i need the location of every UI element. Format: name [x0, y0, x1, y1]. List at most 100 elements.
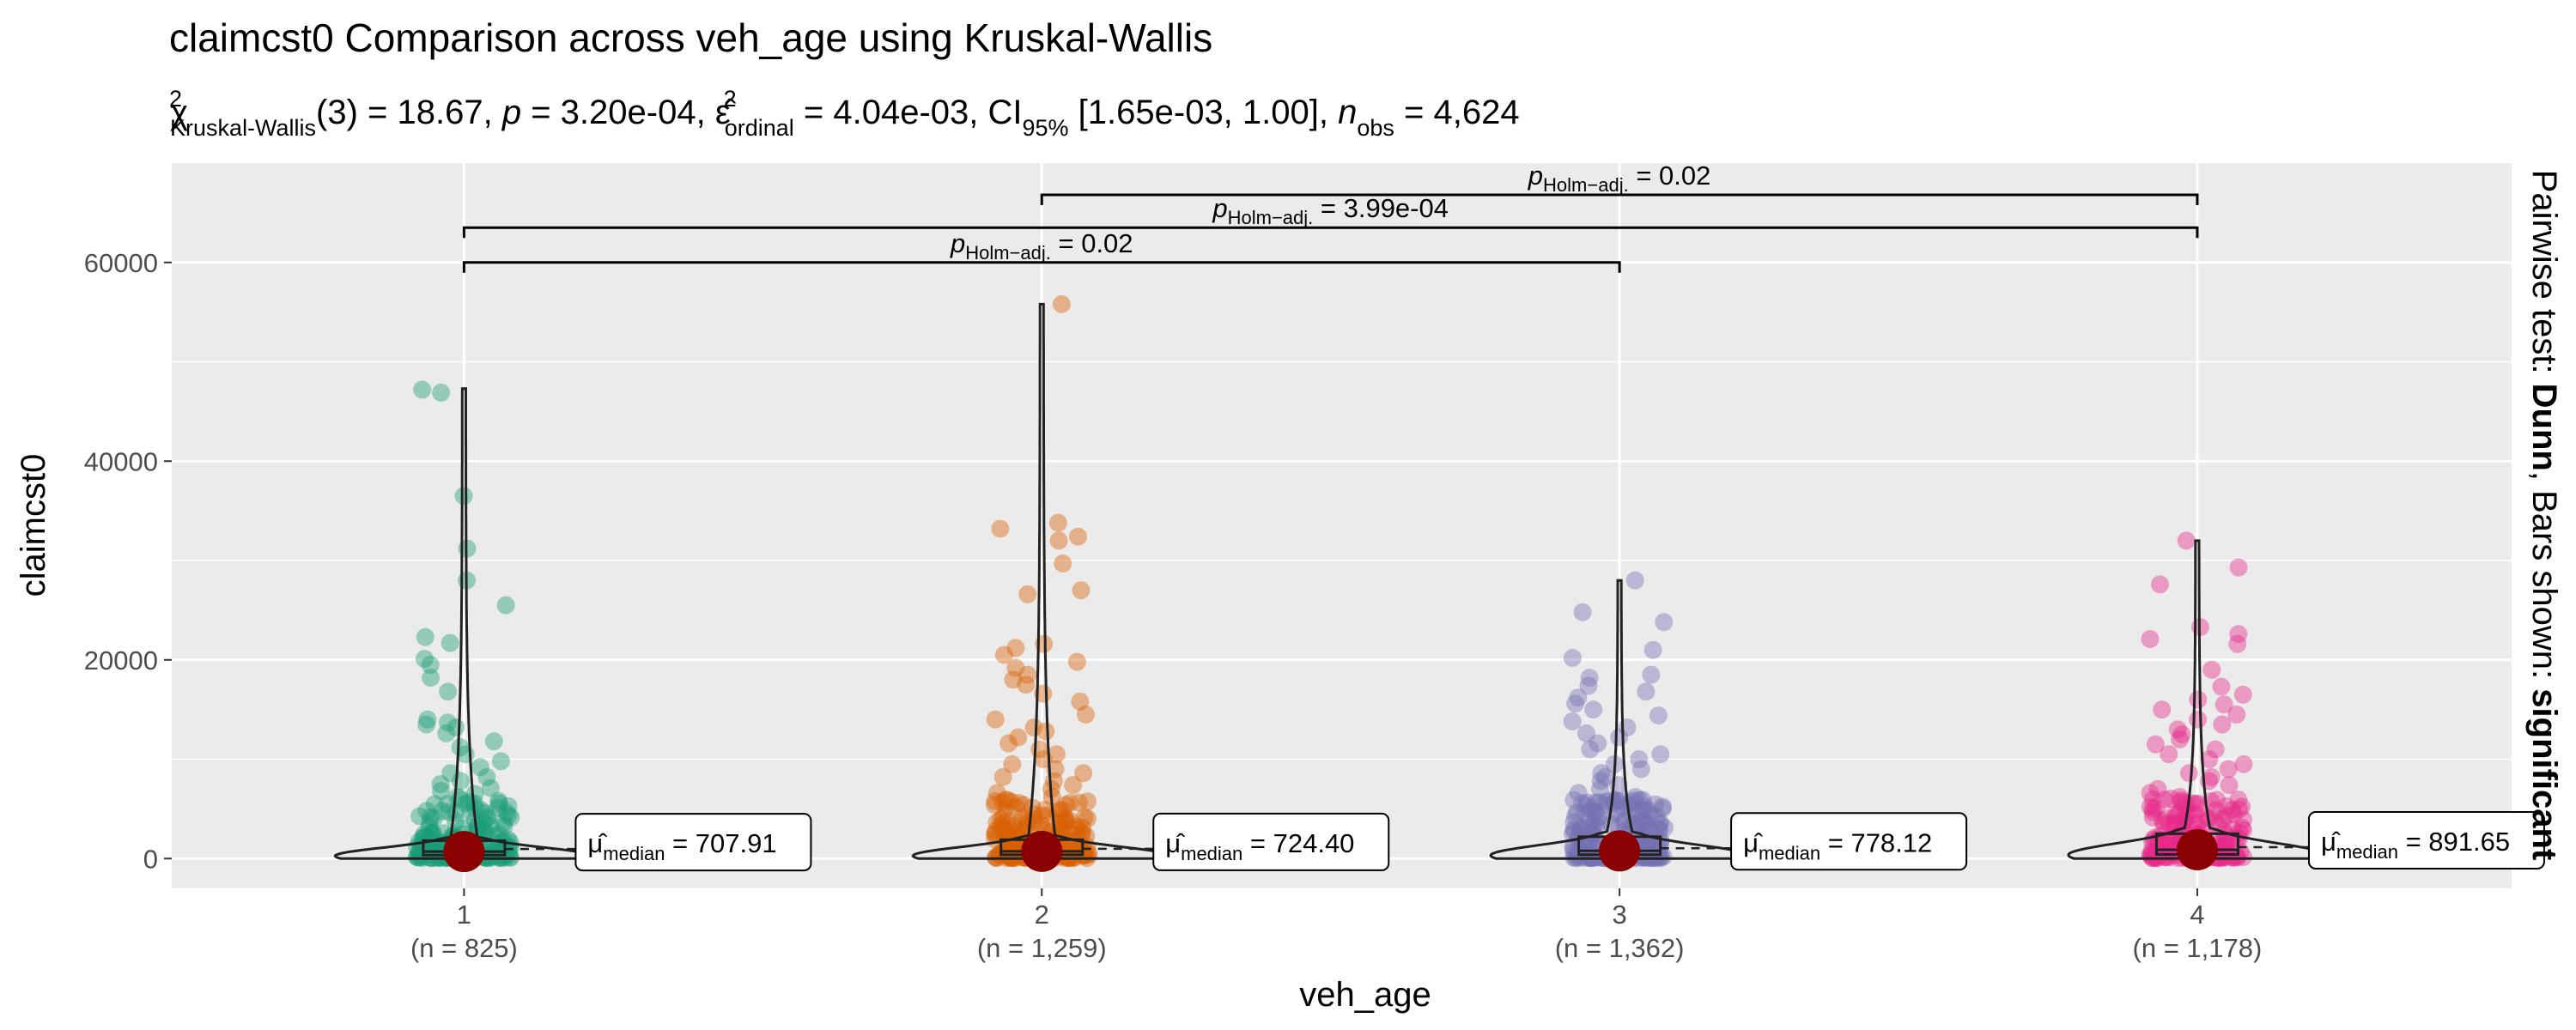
jitter-point-group-3	[1564, 820, 1583, 839]
jitter-point-group-2	[1031, 815, 1050, 834]
median-label-value: = 778.12	[1820, 827, 1932, 857]
jitter-point-group-4	[2224, 805, 2243, 824]
jitter-point-group-4	[2147, 846, 2166, 865]
jitter-point-group-4	[2187, 813, 2206, 832]
jitter-point-group-3	[1603, 804, 1622, 823]
jitter-point-group-3	[1586, 803, 1605, 821]
jitter-point-group-2	[1050, 801, 1069, 820]
jitter-point-group-3	[1586, 810, 1605, 829]
jitter-point-group-2	[987, 784, 1006, 803]
jitter-point-group-3	[1589, 808, 1608, 827]
jitter-point-group-2	[1024, 718, 1043, 736]
median-label-value: = 724.40	[1242, 828, 1354, 858]
jitter-point-group-4	[2172, 725, 2191, 744]
jitter-point-group-3	[1635, 830, 1654, 849]
jitter-point-group-4	[2146, 735, 2165, 754]
jitter-point-group-2	[1067, 652, 1086, 671]
x-tick-label: 2	[1035, 900, 1049, 930]
jitter-point-group-4	[2214, 809, 2233, 828]
jitter-point-group-4	[2170, 803, 2189, 822]
jitter-point-group-1	[422, 669, 440, 688]
jitter-point-group-4	[2217, 834, 2236, 853]
jitter-point-group-4	[2213, 715, 2232, 734]
jitter-point-group-2	[1036, 722, 1055, 741]
jitter-point-group-3	[1629, 816, 1648, 835]
jitter-point-group-2	[1070, 839, 1089, 858]
jitter-point-group-3	[1580, 848, 1599, 867]
jitter-point-group-1	[489, 825, 508, 844]
jitter-point-group-4	[2154, 815, 2173, 833]
jitter-point-group-3	[1630, 750, 1649, 769]
jitter-point-group-4	[2207, 801, 2226, 820]
jitter-point-group-2	[1024, 798, 1042, 817]
subtitle-df-stat: (3) = 18.67,	[316, 94, 502, 131]
jitter-point-group-4	[2171, 730, 2190, 748]
jitter-point-group-4	[2168, 806, 2187, 825]
x-axis: 1(n = 825) 2(n = 1,259) 3(n = 1,362) 4(n = …	[410, 888, 2262, 963]
median-label-value: = 891.65	[2398, 827, 2510, 857]
jitter-point-group-3	[1625, 571, 1644, 590]
jitter-point-group-4	[2160, 814, 2178, 833]
subtitle-eps-sub: ordinal	[725, 115, 794, 141]
median-label-sub: median	[2336, 841, 2398, 863]
jitter-point-group-3	[1623, 815, 1642, 834]
jitter-point-group-2	[986, 824, 1005, 843]
median-label-text: μ̂median = 778.12	[1743, 827, 1932, 863]
jitter-point-group-3	[1650, 821, 1669, 839]
jitter-point-group-2	[987, 821, 1005, 840]
jitter-point-group-3	[1571, 820, 1589, 839]
jitter-point-group-4	[2154, 847, 2173, 866]
jitter-point-group-3	[1634, 800, 1653, 819]
jitter-point-group-2	[1000, 819, 1019, 838]
jitter-point-group-3	[1563, 712, 1582, 731]
jitter-point-group-2	[992, 816, 1011, 835]
jitter-point-group-2	[1050, 813, 1069, 832]
pairwise-p-sub: Holm−adj.	[965, 242, 1051, 264]
jitter-point-group-4	[2215, 695, 2233, 714]
jitter-point-group-2	[1054, 815, 1073, 833]
jitter-point-group-3	[1563, 648, 1582, 667]
jitter-point-group-2	[1076, 705, 1095, 724]
pairwise-p-value: = 0.02	[1051, 228, 1133, 258]
jitter-point-group-3	[1577, 793, 1596, 812]
jitter-point-group-3	[1635, 797, 1654, 816]
median-point-group-3	[1599, 830, 1641, 872]
jitter-point-group-2	[1073, 819, 1092, 838]
x-tick-label: 3	[1612, 900, 1626, 930]
jitter-point-group-2	[996, 799, 1015, 818]
jitter-point-group-2	[1002, 822, 1021, 841]
subtitle-p-val: = 3.20e-04,	[521, 94, 715, 131]
jitter-point-group-4	[2176, 793, 2195, 812]
jitter-point-group-1	[417, 802, 436, 821]
jitter-point-group-2	[994, 808, 1013, 827]
jitter-point-group-3	[1638, 801, 1657, 820]
jitter-point-group-1	[439, 713, 458, 732]
jitter-point-group-2	[993, 815, 1012, 834]
jitter-point-group-1	[415, 825, 434, 844]
jitter-point-group-3	[1573, 603, 1592, 621]
jitter-point-group-2	[1072, 824, 1091, 843]
jitter-point-group-1	[468, 817, 487, 836]
jitter-point-group-4	[2205, 809, 2224, 827]
jitter-point-group-3	[1653, 799, 1672, 818]
chart-subtitle: χ2 Kruskal-Wallis(3) = 18.67, p = 3.20e-0…	[169, 86, 1520, 141]
jitter-point-group-3	[1643, 640, 1662, 659]
jitter-point-group-2	[1006, 658, 1025, 677]
subtitle-n-sym: n	[1338, 94, 1357, 131]
panel-background	[172, 163, 2512, 888]
jitter-point-group-2	[994, 645, 1013, 664]
jitter-point-group-3	[1566, 807, 1585, 826]
jitter-point-group-3	[1580, 669, 1599, 688]
jitter-point-group-3	[1584, 700, 1603, 719]
caption: Pairwise test: Dunn, Bars shown: signifi…	[2525, 170, 2563, 861]
pairwise-bracket	[462, 226, 2199, 239]
jitter-point-group-4	[2171, 788, 2190, 807]
jitter-point-group-4	[2223, 800, 2242, 819]
median-label-text: μ̂median = 724.40	[1165, 828, 1354, 864]
jitter-point-group-1	[451, 738, 470, 757]
pairwise-p-sub: Holm−adj.	[1228, 207, 1314, 228]
jitter-point-group-1	[415, 650, 434, 669]
jitter-point-group-3	[1594, 796, 1613, 815]
jitter-point-group-3	[1641, 847, 1660, 866]
